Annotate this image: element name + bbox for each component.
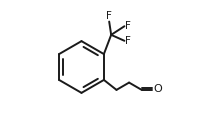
Text: F: F <box>106 11 112 21</box>
Text: O: O <box>153 84 162 94</box>
Text: F: F <box>125 21 131 31</box>
Text: F: F <box>125 36 131 46</box>
